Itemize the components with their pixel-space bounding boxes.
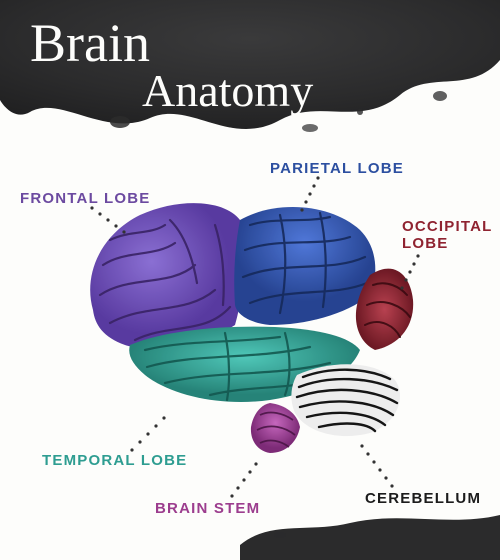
ink-splash-top (0, 0, 500, 140)
brain-diagram (75, 195, 415, 455)
label-temporal: TEMPORAL LOBE (42, 452, 187, 469)
region-cerebellum (291, 364, 400, 436)
label-frontal: FRONTAL LOBE (20, 190, 151, 207)
region-brainstem (251, 403, 300, 453)
label-parietal: PARIETAL LOBE (270, 160, 404, 177)
region-frontal (90, 203, 244, 349)
ink-splash-bottom (240, 505, 500, 560)
label-occipital: OCCIPITAL LOBE (402, 218, 493, 253)
region-parietal (234, 207, 375, 325)
